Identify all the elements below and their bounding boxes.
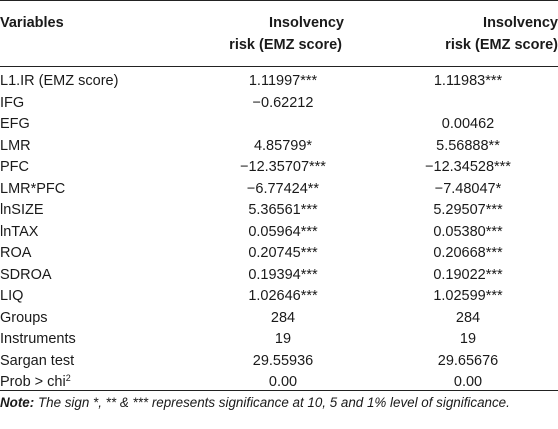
row-value-col1: 0.05964*** <box>248 223 318 240</box>
row-label: lnTAX <box>0 223 39 240</box>
row-value-col2: 0.20668*** <box>433 245 503 261</box>
note-text: The sign *, ** & *** represents signific… <box>34 395 510 410</box>
row-value-col1: 19 <box>274 331 292 347</box>
row-value-col1: 5.36561*** <box>248 202 318 218</box>
row-value-col1: −6.77424** <box>246 180 320 197</box>
table-row: LMR 4.85799* 5.56888** <box>0 135 558 157</box>
table-row: Prob > chi2 0.00 0.00 <box>0 371 558 393</box>
table-row: Groups 284 284 <box>0 307 558 329</box>
row-value-col1: 0.20745*** <box>248 245 318 261</box>
row-value-col1: 0.19394*** <box>248 266 318 283</box>
row-value-col1: 1.02646*** <box>248 288 318 304</box>
row-value-col1: 1.11997*** <box>248 73 318 89</box>
table-row: lnSIZE 5.36561*** 5.29507*** <box>0 199 558 221</box>
top-rule <box>0 0 558 1</box>
row-value-col1: −0.62212 <box>252 94 314 111</box>
row-label: PFC <box>0 159 29 175</box>
header-rule <box>0 66 558 67</box>
row-value-col2: 0.00462 <box>441 116 495 132</box>
row-label: ROA <box>0 245 32 261</box>
row-value-col2: 1.02599*** <box>433 288 503 304</box>
bottom-rule <box>0 390 558 391</box>
row-value-col2: −7.48047* <box>434 180 502 197</box>
table-row: ROA 0.20745*** 0.20668*** <box>0 242 558 264</box>
row-label-text: Prob > chi <box>0 374 66 390</box>
table-row: LIQ 1.02646*** 1.02599*** <box>0 285 558 307</box>
row-label: LIQ <box>0 288 24 304</box>
row-value-col2: 5.56888** <box>436 137 500 154</box>
row-label: EFG <box>0 116 30 132</box>
row-value-col2: 0.00 <box>453 374 483 390</box>
row-value-col2: 284 <box>455 309 481 326</box>
row-label: Sargan test <box>0 352 75 369</box>
row-value-col2: 29.65676 <box>437 352 499 369</box>
row-label: Groups <box>0 309 48 326</box>
row-label: IFG <box>0 94 25 111</box>
row-value-col2: 0.19022*** <box>433 266 503 283</box>
row-value-col1: 29.55936 <box>252 352 314 369</box>
row-label: LMR*PFC <box>0 180 66 197</box>
row-value-col1: 284 <box>270 309 296 326</box>
row-label-superscript: 2 <box>65 373 71 383</box>
table-row: IFG −0.62212 <box>0 92 558 114</box>
table-header: Variables Insolvency risk (EMZ score) In… <box>0 0 558 68</box>
row-label: LMR <box>0 137 31 154</box>
table-row: PFC −12.35707*** −12.34528*** <box>0 156 558 178</box>
row-value-col1: 0.00 <box>268 374 298 390</box>
row-value-col2: 19 <box>459 331 477 347</box>
row-label-with-sup: Prob > chi2 <box>0 371 71 393</box>
table-row: lnTAX 0.05964*** 0.05380*** <box>0 221 558 243</box>
table-row: EFG 0.00462 <box>0 113 558 135</box>
header-variables: Variables <box>0 15 64 31</box>
table-row: Sargan test 29.55936 29.65676 <box>0 350 558 372</box>
table-row: L1.IR (EMZ score) 1.11997*** 1.11983*** <box>0 70 558 92</box>
row-value-col2: 0.05380*** <box>433 223 503 240</box>
row-label: lnSIZE <box>0 202 44 218</box>
table-row: Instruments 19 19 <box>0 328 558 350</box>
table-row: LMR*PFC −6.77424** −7.48047* <box>0 178 558 200</box>
row-value-col1: −12.35707*** <box>240 159 326 175</box>
table-row: SDROA 0.19394*** 0.19022*** <box>0 264 558 286</box>
row-value-col2: 1.11983*** <box>433 73 503 89</box>
row-label: Instruments <box>0 331 76 347</box>
row-value-col2: −12.34528*** <box>425 159 511 175</box>
note-prefix: Note: <box>0 395 35 410</box>
row-label: L1.IR (EMZ score) <box>0 73 119 89</box>
row-label: SDROA <box>0 266 52 283</box>
table-note: Note: The sign *, ** & *** represents si… <box>0 392 558 414</box>
row-value-col2: 5.29507*** <box>433 202 503 218</box>
row-value-col1: 4.85799* <box>253 137 313 154</box>
